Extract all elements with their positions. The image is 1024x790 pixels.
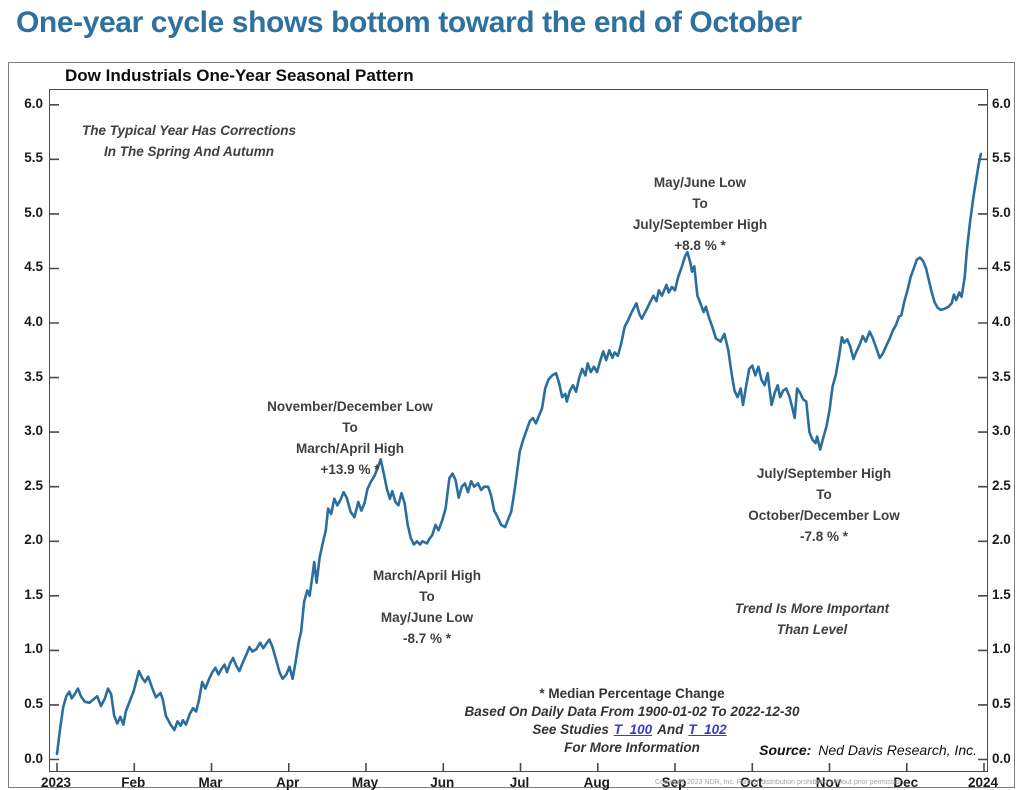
seasonal-line-chart: [50, 104, 987, 771]
y-axis-label-right: 1.5: [992, 586, 1011, 602]
y-axis-label-right: 5.5: [992, 150, 1011, 166]
y-axis-label-left: 4.5: [24, 259, 43, 275]
study-link-t102[interactable]: T_102: [688, 722, 727, 737]
x-axis-label: Dec: [893, 775, 919, 790]
x-axis-label: Sep: [661, 775, 687, 790]
x-axis-label: Apr: [276, 775, 300, 790]
annotation-jul-sep-high: July/September High To October/December …: [748, 466, 900, 544]
x-axis-label: 2024: [967, 775, 999, 790]
page-title: One-year cycle shows bottom toward the e…: [16, 6, 802, 39]
y-axis-label-left: 0.0: [24, 750, 43, 766]
y-axis-label-left: 3.0: [24, 423, 43, 439]
annotation-nov-dec-low: November/December Low To March/April Hig…: [267, 399, 433, 477]
x-axis-label: May: [351, 775, 379, 790]
footnote-line-2: Based On Daily Data From 1900-01-02 To 2…: [464, 704, 800, 719]
x-axis-label: Oct: [739, 775, 763, 790]
y-axis-label-right: 6.0: [992, 95, 1011, 111]
seasonal-pattern-line: [55, 152, 983, 756]
y-axis-label-right: 0.5: [992, 695, 1011, 711]
footnote-line-3-mid: And: [657, 722, 684, 737]
footnote: * Median Percentage Change Based On Dail…: [465, 685, 800, 757]
source-label: Source:: [759, 742, 812, 758]
y-axis-label-left: 5.5: [24, 150, 43, 166]
axis-ticks: [50, 104, 987, 771]
x-axis-label: Jun: [430, 775, 455, 790]
chart-title: Dow Industrials One-Year Seasonal Patter…: [65, 66, 414, 85]
y-axis-label-left: 2.5: [24, 477, 43, 493]
footnote-line-4: For More Information: [564, 740, 700, 755]
x-axis-label: Jul: [509, 775, 530, 790]
annotation-may-june-low: May/June Low To July/September High +8.8…: [632, 175, 768, 253]
y-axis-label-left: 0.5: [24, 695, 43, 711]
x-axis-label: Mar: [198, 775, 223, 790]
plot-area: The Typical Year Has Corrections In The …: [49, 89, 988, 772]
source-text: Ned Davis Research, Inc.: [818, 742, 977, 758]
y-axis-label-right: 5.0: [992, 204, 1011, 220]
y-axis-label-left: 6.0: [24, 95, 43, 111]
y-axis-label-right: 4.5: [992, 259, 1011, 275]
y-axis-label-right: 2.0: [992, 532, 1011, 548]
x-axis-label: Feb: [121, 775, 146, 790]
copyright-cutoff: Copyright 2023 NDR, Inc. Further distrib…: [655, 779, 906, 786]
y-axis-label-left: 5.0: [24, 204, 43, 220]
y-axis-label-left: 1.0: [24, 641, 43, 657]
y-axis-label-left: 3.5: [24, 368, 43, 384]
footnote-line-1: * Median Percentage Change: [539, 686, 725, 701]
y-axis-label-right: 3.5: [992, 368, 1011, 384]
study-link-t100[interactable]: T_100: [613, 722, 653, 737]
y-axis-label-right: 1.0: [992, 641, 1011, 657]
footnote-line-3: See Studies T_100 And T_102: [465, 721, 800, 739]
x-axis-label: 2023: [40, 775, 72, 790]
y-axis-label-left: 4.0: [24, 314, 43, 330]
y-axis-label-right: 2.5: [992, 477, 1011, 493]
y-axis-label-right: 0.0: [992, 750, 1011, 766]
chart-panel: Dow Industrials One-Year Seasonal Patter…: [8, 62, 1015, 790]
y-axis-label-left: 1.5: [24, 586, 43, 602]
annotation-typical-year: The Typical Year Has Corrections In The …: [81, 123, 297, 159]
y-axis-label-right: 4.0: [992, 314, 1011, 330]
source-line: Source: Ned Davis Research, Inc.: [759, 742, 977, 758]
y-axis-label-left: 2.0: [24, 532, 43, 548]
x-axis-label: Aug: [583, 775, 610, 790]
y-axis-label-right: 3.0: [992, 423, 1011, 439]
annotation-mar-apr-high: March/April High To May/June Low -8.7 % …: [372, 568, 482, 646]
x-axis-label: Nov: [815, 775, 842, 790]
annotation-trend: Trend Is More Important Than Level: [734, 601, 890, 637]
footnote-line-3-prefix: See Studies: [532, 722, 609, 737]
